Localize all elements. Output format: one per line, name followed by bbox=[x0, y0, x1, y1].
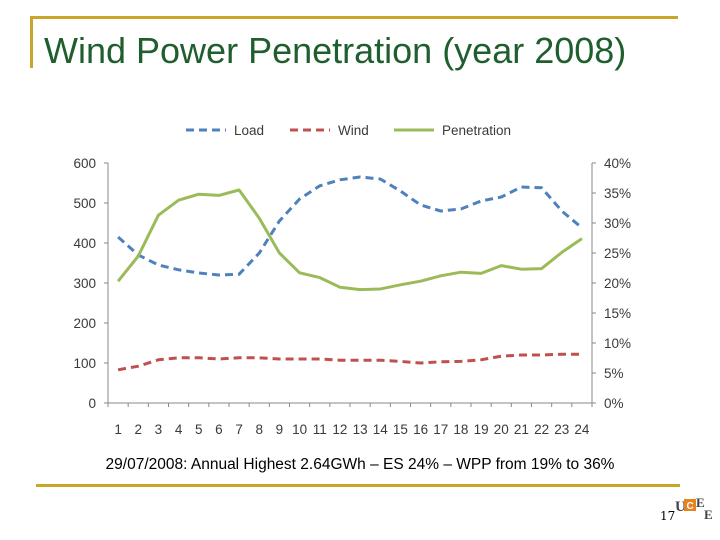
x-tick-label: 6 bbox=[215, 422, 223, 437]
x-tick-label: 3 bbox=[155, 422, 163, 437]
left-tick-label: 0 bbox=[88, 396, 96, 411]
x-tick-label: 14 bbox=[373, 422, 389, 437]
left-tick-label: 500 bbox=[73, 196, 96, 211]
x-tick-label: 5 bbox=[195, 422, 203, 437]
x-tick-label: 4 bbox=[175, 422, 183, 437]
legend-label-load: Load bbox=[234, 123, 264, 138]
university-logo-icon: U C E E bbox=[675, 495, 713, 522]
bottom-accent-rule bbox=[36, 484, 680, 487]
x-tick-label: 24 bbox=[574, 422, 590, 437]
x-tick-label: 15 bbox=[393, 422, 408, 437]
x-tick-label: 11 bbox=[313, 422, 327, 437]
left-tick-label: 100 bbox=[73, 356, 96, 371]
left-tick-label: 400 bbox=[73, 236, 96, 251]
x-tick-label: 23 bbox=[554, 422, 569, 437]
right-tick-label: 20% bbox=[604, 276, 631, 291]
svg-text:E: E bbox=[696, 495, 705, 510]
slide-caption: 29/07/2008: Annual Highest 2.64GWh – ES … bbox=[105, 456, 615, 473]
top-accent-rule bbox=[30, 16, 678, 19]
right-tick-label: 30% bbox=[604, 216, 631, 231]
right-tick-label: 35% bbox=[604, 186, 631, 201]
right-tick-label: 5% bbox=[604, 366, 624, 381]
right-tick-label: 40% bbox=[604, 156, 631, 171]
x-tick-label: 9 bbox=[276, 422, 284, 437]
series-line-penetration bbox=[116, 188, 583, 292]
left-accent-rule bbox=[30, 16, 33, 68]
x-tick-label: 7 bbox=[235, 422, 243, 437]
x-tick-label: 16 bbox=[413, 422, 428, 437]
x-tick-label: 1 bbox=[114, 422, 122, 437]
x-tick-label: 2 bbox=[134, 422, 142, 437]
svg-text:C: C bbox=[687, 501, 694, 512]
series-line-load bbox=[117, 175, 583, 277]
x-tick-label: 10 bbox=[292, 422, 307, 437]
x-tick-label: 19 bbox=[474, 422, 489, 437]
x-tick-label: 13 bbox=[353, 422, 368, 437]
left-tick-label: 300 bbox=[73, 276, 96, 291]
left-tick-label: 600 bbox=[73, 156, 96, 171]
page-number: 17 bbox=[660, 509, 676, 523]
x-tick-label: 12 bbox=[332, 422, 347, 437]
slide-title: Wind Power Penetration (year 2008) bbox=[44, 30, 627, 71]
legend-label-penetration: Penetration bbox=[442, 123, 511, 138]
legend-label-wind: Wind bbox=[338, 123, 369, 138]
x-tick-label: 21 bbox=[514, 422, 529, 437]
right-tick-label: 10% bbox=[604, 336, 631, 351]
right-tick-label: 25% bbox=[604, 246, 631, 261]
x-tick-label: 8 bbox=[255, 422, 263, 437]
right-tick-label: 0% bbox=[604, 396, 624, 411]
left-tick-label: 200 bbox=[73, 316, 96, 331]
svg-text:E: E bbox=[704, 507, 713, 522]
x-tick-label: 17 bbox=[433, 422, 448, 437]
svg-text:U: U bbox=[675, 499, 686, 515]
series-line-wind bbox=[117, 352, 582, 372]
x-tick-label: 20 bbox=[494, 422, 509, 437]
x-tick-label: 22 bbox=[534, 422, 549, 437]
x-tick-label: 18 bbox=[453, 422, 468, 437]
right-tick-label: 15% bbox=[604, 306, 631, 321]
